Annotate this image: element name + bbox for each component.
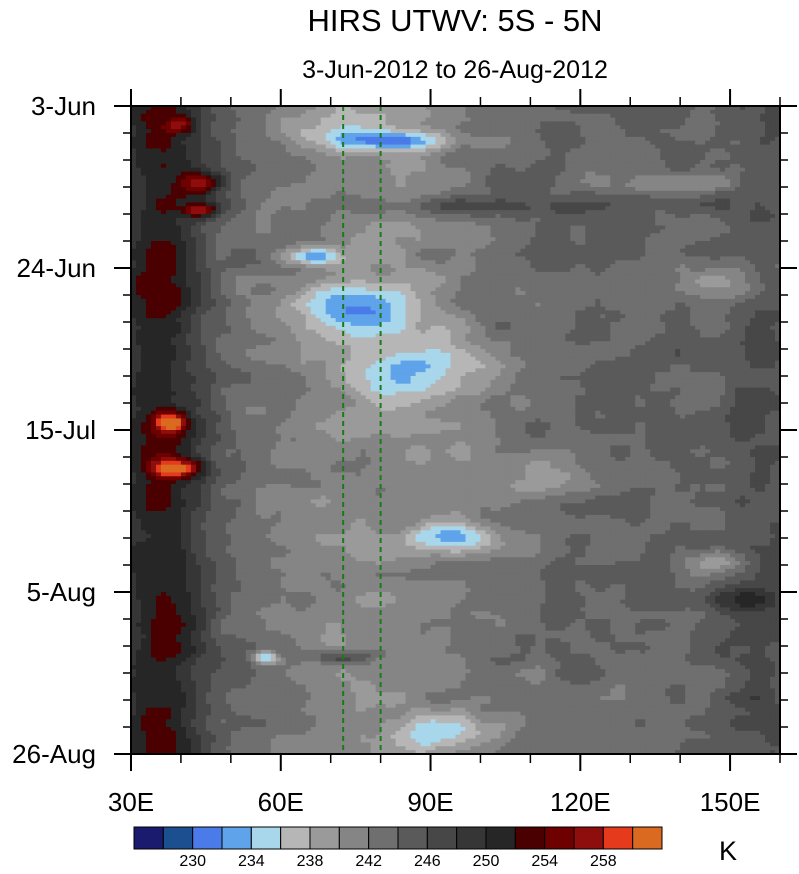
colorbar-swatch [486,827,515,849]
colorbar-swatch [339,827,368,849]
x-tick-label: 90E [407,787,453,817]
colorbar-label: 250 [473,853,500,869]
colorbar-label: 238 [297,853,324,869]
colorbar-label: 246 [414,853,441,869]
colorbar-swatch [633,827,662,849]
x-tick-label: 30E [108,787,154,817]
colorbar-label: 254 [531,853,558,869]
colorbar-swatch [222,827,251,849]
chart-subtitle: 3-Jun-2012 to 26-Aug-2012 [302,56,608,84]
colorbar-swatch [515,827,544,849]
colorbar-swatch [134,827,163,849]
colorbar-label: 230 [179,853,206,869]
colorbar-label: 234 [238,853,265,869]
y-tick-label: 15-Jul [25,415,96,445]
colorbar-swatch [163,827,192,849]
colorbar-swatch [427,827,456,849]
y-tick-label: 3-Jun [31,91,96,121]
colorbar-swatch [545,827,574,849]
colorbar-swatch [457,827,486,849]
x-tick-label: 120E [550,787,611,817]
colorbar-unit-label: K [719,836,737,866]
y-tick-label: 5-Aug [27,577,96,607]
x-tick-label: 60E [258,787,304,817]
colorbar-swatch [369,827,398,849]
y-tick-label: 26-Aug [12,739,96,769]
x-tick-label: 150E [700,787,761,817]
colorbar-swatch [603,827,632,849]
colorbar: 230 234 238 242 246 250 254 258 [134,827,662,869]
colorbar-swatch [281,827,310,849]
colorbar-swatch [574,827,603,849]
contour-field [131,106,781,755]
chart-title: HIRS UTWV: 5S - 5N [307,3,602,38]
y-tick-label: 24-Jun [17,253,97,283]
colorbar-label: 242 [355,853,382,869]
colorbar-label: 258 [590,853,617,869]
colorbar-swatch [193,827,222,849]
colorbar-swatch [310,827,339,849]
colorbar-swatch [398,827,427,849]
colorbar-swatch [251,827,280,849]
